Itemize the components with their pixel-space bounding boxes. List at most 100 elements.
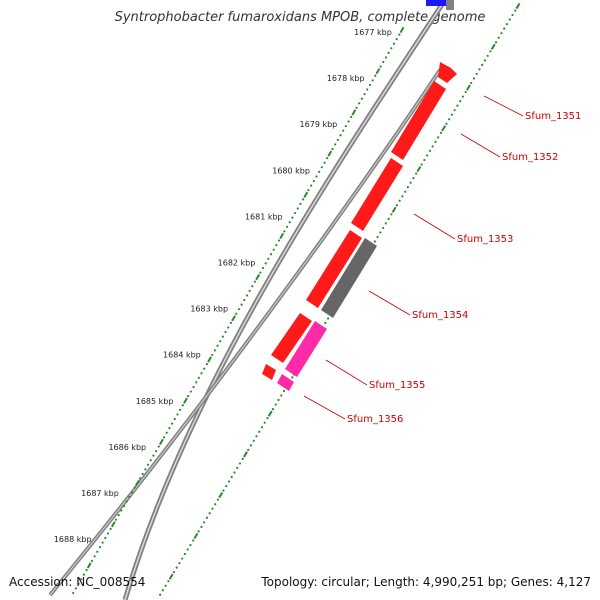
scale-dot [203,367,206,370]
scale-tick [391,206,397,213]
scale-dot [216,498,220,501]
scale-dot [387,217,390,220]
scale-dot [437,136,440,139]
scale-tick [515,2,521,10]
scale-dot [326,317,330,320]
scale-dot [213,349,216,352]
scale-dot [224,330,227,334]
scale-dot [167,580,170,583]
scale-dot [371,79,374,82]
scale-dot [434,140,437,143]
scale-dot [93,555,96,558]
scale-dot [149,459,152,462]
scale-dot [500,32,503,35]
scale-tick [279,232,285,240]
scale-dot [382,226,385,230]
scale-dot [222,489,225,492]
backbone-inner [124,0,446,600]
scale-dot [130,491,134,494]
scale-dot [384,56,388,59]
scale-dot [117,514,120,517]
label-leaders [303,95,524,420]
scale-dot [236,466,239,470]
scale-dot [237,308,241,311]
scale-dot [423,158,426,162]
gene-sfum-1356[interactable] [277,374,294,391]
scale-label: 1682 kbp [218,259,256,268]
scale-dot [205,516,209,519]
scale-dot [235,312,238,315]
scale-dot [181,557,184,560]
scale-dot [211,353,214,357]
scale-dot [464,90,467,94]
scale-dot [74,587,77,590]
scale-dot [173,417,176,421]
gene-red-small[interactable] [262,364,276,380]
scale-dot [248,289,251,292]
scale-tick [86,562,92,569]
scale-dot [272,248,275,251]
scale-dot [497,36,500,39]
scale-dot [514,9,517,12]
scale-dot [283,230,286,233]
scale-dot [104,536,107,540]
scale-tick [327,150,333,157]
scale-tick [159,438,164,445]
scale-tick [466,84,471,91]
scale-dot [275,243,278,247]
scale-dot [227,326,230,329]
scale-dot [240,303,243,306]
gene-sfum-1355[interactable] [285,321,327,377]
scale-dot [263,421,266,424]
gene-sfum-1354[interactable] [321,238,377,318]
scale-dot [138,477,142,480]
scale-dot [511,13,514,17]
scale-dot [374,74,377,77]
backbone-lower [48,68,442,597]
gene-sfum-1351[interactable] [438,62,457,83]
gene-sfum-1352[interactable] [391,81,446,160]
scale-inner [72,26,405,595]
gene-sfum-1353[interactable] [351,158,403,231]
scale-dot [310,184,313,187]
scale-dot [448,118,451,121]
gene-sfum-1353b[interactable] [306,230,362,308]
scale-dot [271,407,275,411]
scale-dot [428,149,432,153]
scale-dot [85,568,88,572]
scale-dot [390,47,393,50]
scale-dot [331,147,334,151]
scale-dot [350,115,353,119]
gene-red-lower[interactable] [271,313,312,363]
scale-labels: 1677 kbp 1678 kbp 1679 kbp 1680 kbp 1681 kbp… [54,28,392,544]
scale-dot [195,381,198,384]
scale-dot [344,125,347,128]
scale-dot [225,484,228,488]
scale-dot [229,321,233,324]
scale-tick [110,521,116,528]
scale-dot [323,161,326,164]
scale-dot [318,170,321,173]
scale-label: 1684 kbp [163,351,201,360]
backbone-lower-highlight [49,69,441,596]
scale-dot [82,573,86,576]
scale-dot [181,404,184,407]
scale-dot [157,445,160,448]
scale-dot [249,444,253,447]
scale-dot [358,102,361,105]
scale-dot [486,54,489,57]
scale-dot [168,427,171,430]
scale-tick [267,410,273,417]
scale-dot [431,145,434,148]
scale-dot [189,390,192,393]
scale-dot [260,426,264,429]
scale-tick [183,397,188,404]
scale-dot [368,83,372,87]
scale-label: 1677 kbp [354,28,392,37]
scale-dot [264,262,267,265]
grey-feature-top [446,0,454,10]
scale-dot [77,582,80,585]
scale-dot [382,60,385,64]
scale-dot [203,521,206,524]
